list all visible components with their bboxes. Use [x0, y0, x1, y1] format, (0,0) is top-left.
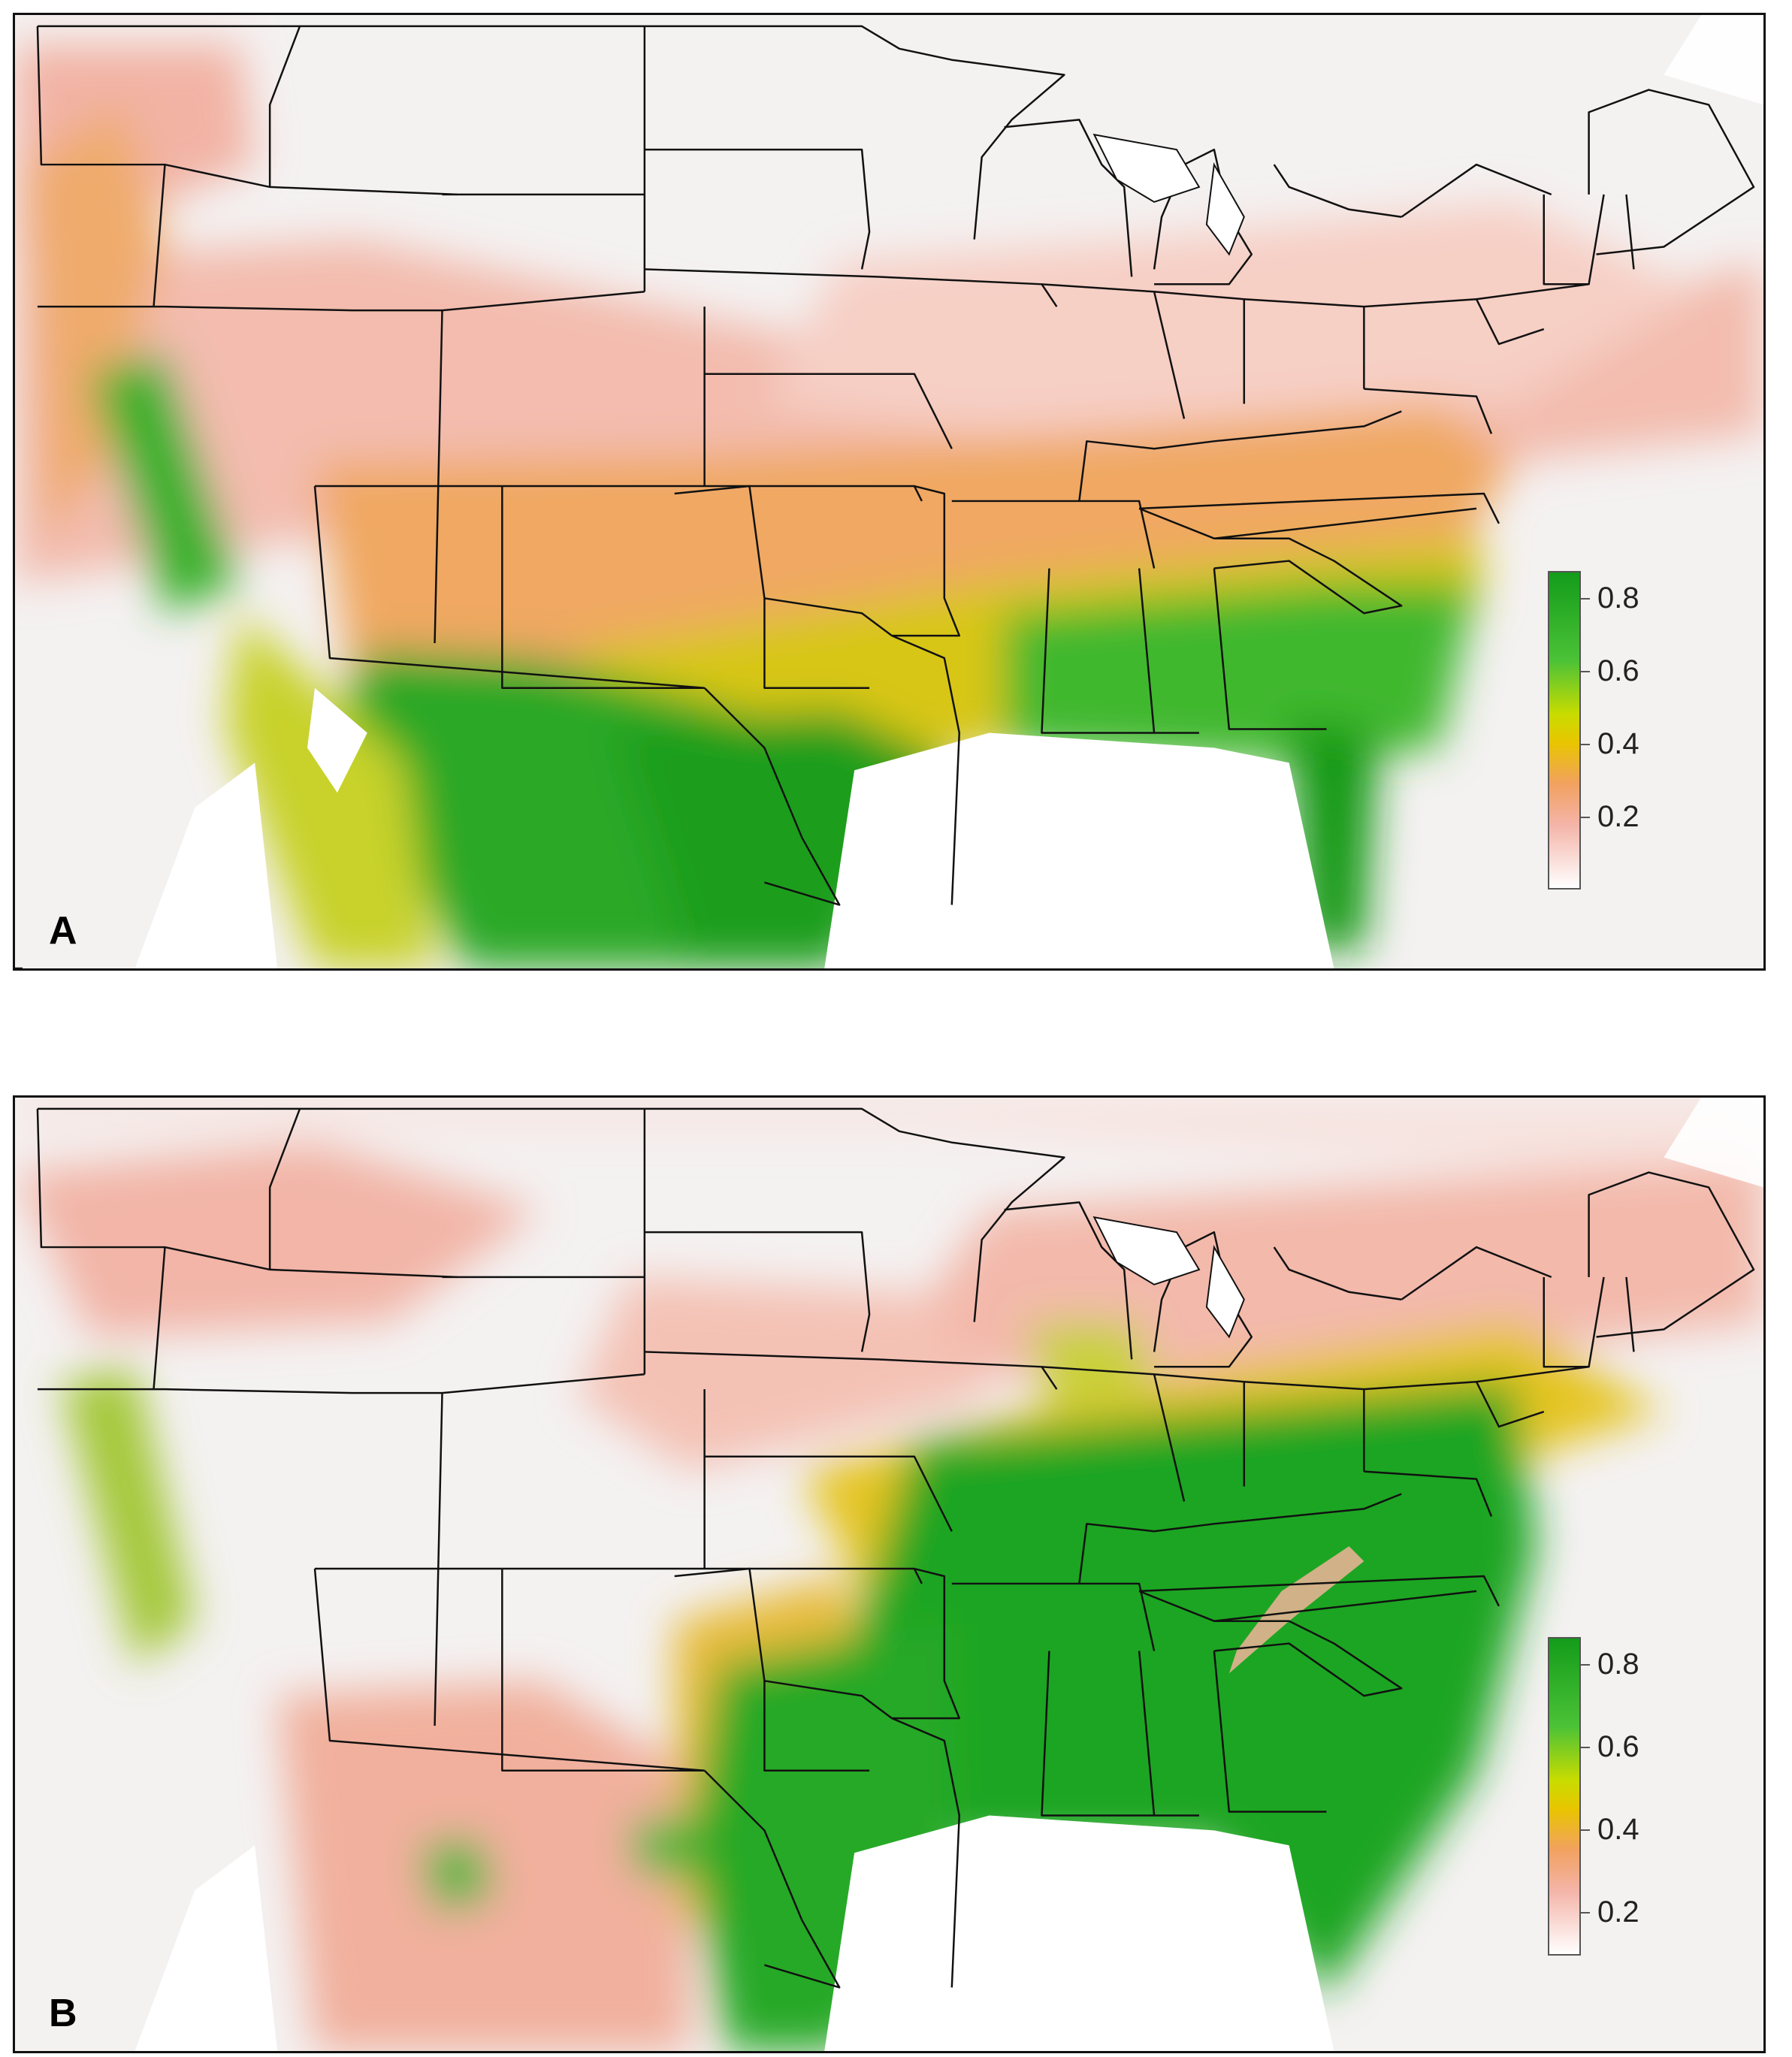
legend-tick [1579, 598, 1590, 600]
legend-label: 0.8 [1597, 1648, 1639, 1681]
legend-label: 0.6 [1597, 654, 1639, 687]
state-borders [15, 25, 1755, 968]
map-panel-b: 0.8 0.6 0.4 0.2 B [13, 1095, 1766, 2053]
legend-label: 0.4 [1597, 1813, 1639, 1846]
panel-label: B [49, 1992, 77, 2035]
legend-colorbar [1548, 571, 1581, 890]
suitability-map-b [15, 1098, 1763, 2051]
suitability-surface [15, 44, 1763, 968]
legend-tick [1579, 1829, 1590, 1831]
legend-tick [1579, 1747, 1590, 1748]
legend-label: 0.8 [1597, 581, 1639, 615]
legend-tick [1579, 817, 1590, 818]
suitability-map-a [15, 15, 1763, 968]
legend-label: 0.2 [1597, 800, 1639, 833]
legend-label: 0.4 [1597, 727, 1639, 760]
state-borders [36, 1107, 1755, 1989]
legend-tick [1579, 1912, 1590, 1914]
legend-label: 0.6 [1597, 1730, 1639, 1763]
legend-tick [1579, 671, 1590, 672]
legend: 0.8 0.6 0.4 0.2 [1548, 571, 1721, 902]
legend-colorbar [1548, 1637, 1581, 1956]
legend-tick [1579, 744, 1590, 745]
panel-label: A [49, 909, 77, 953]
legend-label: 0.2 [1597, 1895, 1639, 1929]
map-panel-a: 0.8 0.6 0.4 0.2 A [13, 13, 1766, 971]
legend: 0.8 0.6 0.4 0.2 [1548, 1637, 1721, 1968]
legend-tick [1579, 1664, 1590, 1666]
